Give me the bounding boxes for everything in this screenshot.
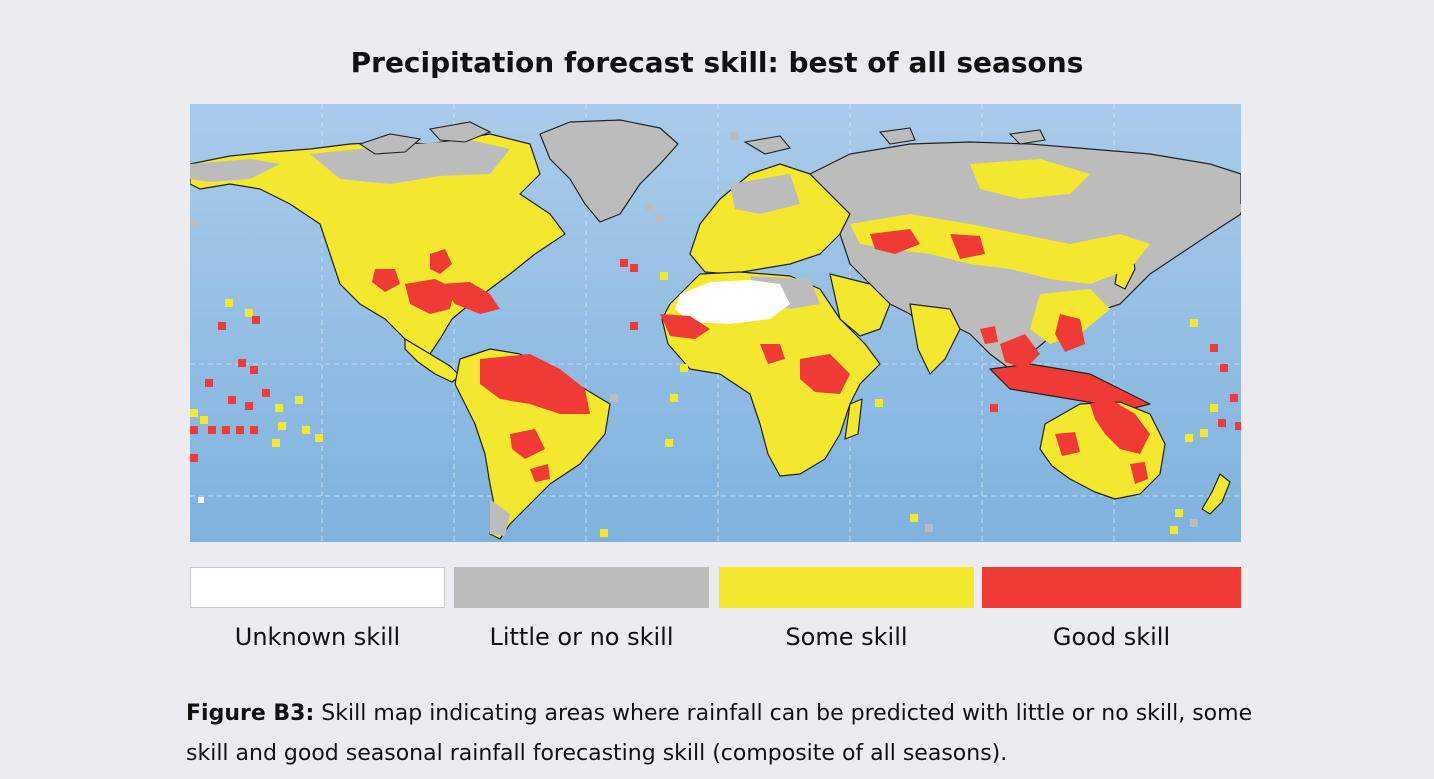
skill-overlays bbox=[190, 140, 1150, 536]
legend-label-little: Little or no skill bbox=[489, 623, 674, 651]
caption-label: Figure B3: bbox=[186, 701, 315, 726]
ocean-cells bbox=[190, 132, 1241, 537]
map-title: Precipitation forecast skill: best of al… bbox=[350, 46, 1084, 79]
figure-caption: Figure B3: Skill map indicating areas wh… bbox=[186, 694, 1256, 774]
legend-swatch-some bbox=[719, 567, 974, 608]
legend-swatch-unknown bbox=[190, 567, 445, 608]
caption-text: Skill map indicating areas where rainfal… bbox=[186, 701, 1253, 766]
legend-label-good: Good skill bbox=[1052, 623, 1171, 651]
legend-label-some: Some skill bbox=[785, 623, 908, 651]
greenland bbox=[539, 119, 679, 223]
arctic-islands bbox=[358, 121, 1046, 155]
legend-swatch-good bbox=[982, 567, 1241, 608]
legend-label-unknown: Unknown skill bbox=[234, 623, 401, 651]
madagascar bbox=[844, 398, 863, 440]
arabia bbox=[829, 273, 891, 337]
india bbox=[909, 303, 961, 375]
central-america bbox=[404, 338, 461, 383]
skill-map bbox=[190, 104, 1241, 542]
indonesia bbox=[989, 363, 1151, 410]
new-zealand bbox=[1201, 473, 1231, 515]
legend: Unknown skill Little or no skill Some sk… bbox=[190, 567, 1241, 667]
legend-swatch-little bbox=[454, 567, 709, 608]
